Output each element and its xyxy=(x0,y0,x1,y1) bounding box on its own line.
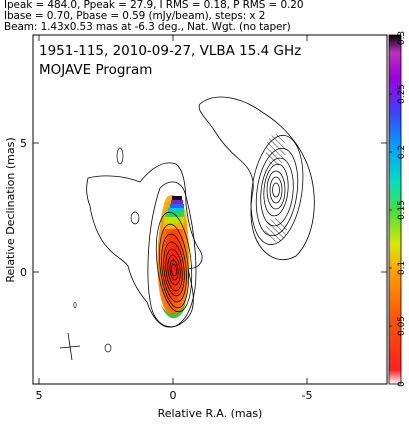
x-axis-label: Relative R.A. (mas) xyxy=(158,407,263,420)
core-nested-contours xyxy=(155,211,193,313)
x-tick-label: 5 xyxy=(36,389,43,402)
core-fill-black xyxy=(172,196,182,200)
contour-map xyxy=(59,96,315,361)
y-tick-label: 5 xyxy=(20,137,27,150)
colorbar-tick-marks xyxy=(389,93,392,327)
colorbar-tick-label: 0.05 xyxy=(397,316,407,336)
y-axis-label: Relative Declination (mas) xyxy=(4,137,17,282)
header-beam-line: Beam: 1.43x0.53 mas at -6.3 deg., Nat. W… xyxy=(4,21,291,33)
colorbar xyxy=(388,34,402,385)
axis-ticks xyxy=(33,35,387,384)
lobe-outer-contour xyxy=(198,96,315,260)
x-tick-label: 0 xyxy=(170,389,177,402)
outer-contour xyxy=(86,162,203,328)
colorbar-tick-label: 0.2 xyxy=(397,145,407,159)
beam-marker xyxy=(59,332,81,361)
core-fill-blue xyxy=(170,204,184,208)
colorbar-tick-label: 0 xyxy=(397,381,407,387)
y-tick-label: 0 xyxy=(20,266,27,279)
colorbar-tick-label: 0.15 xyxy=(397,200,407,220)
colorbar-tick-label: 0.3 xyxy=(397,31,407,45)
knot-contour xyxy=(130,211,140,225)
plot-title: 1951-115, 2010-09-27, VLBA 15.4 GHz xyxy=(39,43,301,59)
knot-contour xyxy=(104,343,112,353)
header-peak-line: Ipeak = 484.0, Ppeak = 27.9, I RMS = 0.1… xyxy=(4,0,304,11)
header-base-line: Ibase = 0.70, Pbase = 0.59 (mJy/beam), s… xyxy=(4,10,266,22)
knot-contour xyxy=(116,147,124,165)
plot-subtitle: MOJAVE Program xyxy=(39,62,152,78)
colorbar-tick-label: 0.1 xyxy=(397,261,407,275)
plot-frame xyxy=(32,34,388,385)
colorbar-ticks: 0 0.05 0.1 0.15 0.2 0.25 0.3 xyxy=(397,31,407,387)
core-outer-contour xyxy=(147,181,197,328)
lobe-hatched-region xyxy=(266,134,286,166)
core-fill-yellow xyxy=(164,217,184,223)
core-fill-orange xyxy=(163,223,184,229)
core-fill-purple xyxy=(171,200,183,204)
core-fill-cyan xyxy=(168,208,184,212)
knot-contour xyxy=(73,302,77,308)
colorbar-tick-label: 0.25 xyxy=(397,84,407,104)
lobe-hatched-region xyxy=(265,218,287,242)
core-fill-green-bottom xyxy=(160,300,186,319)
x-tick-label: -5 xyxy=(302,389,313,402)
